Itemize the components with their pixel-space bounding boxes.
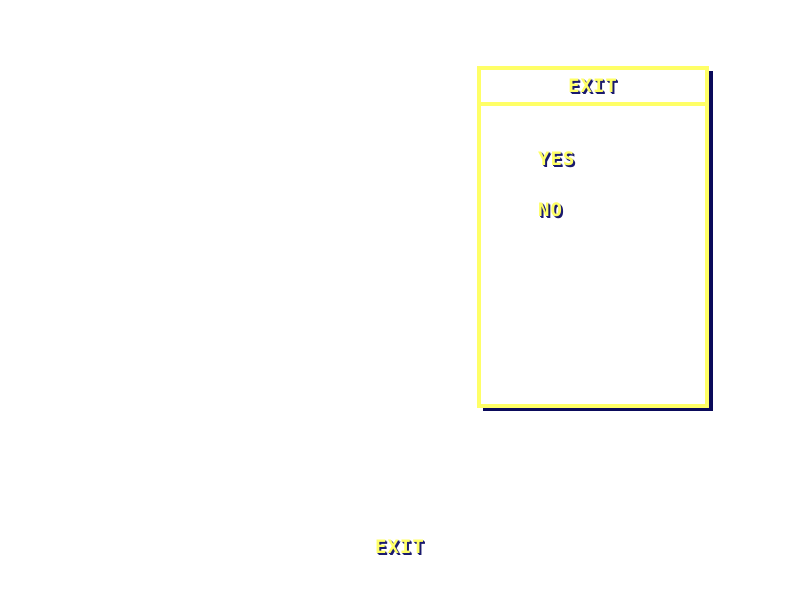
dialog-title: EXIT (568, 74, 618, 97)
dialog-header: EXIT (481, 70, 705, 106)
yes-option[interactable]: YES (538, 148, 576, 170)
no-option[interactable]: NO (538, 199, 563, 221)
footer-exit-label: EXIT (375, 536, 425, 558)
exit-dialog: EXIT YES NO (477, 66, 709, 408)
